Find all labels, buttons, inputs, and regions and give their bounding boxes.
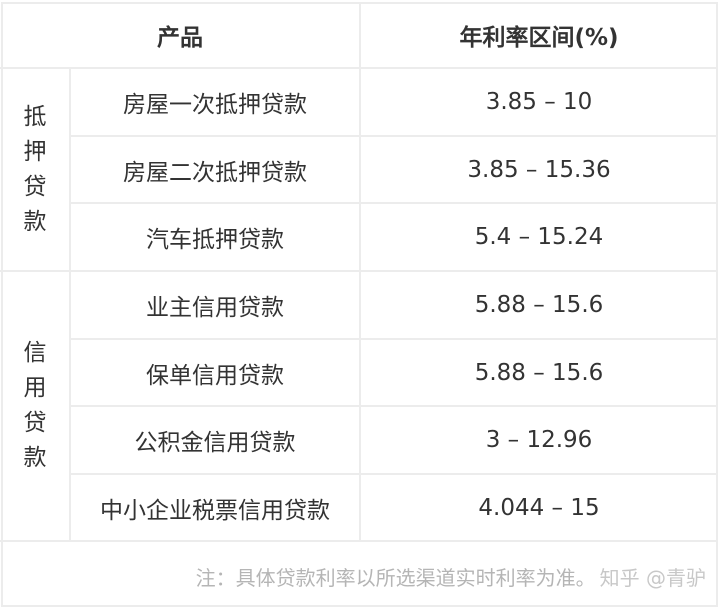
divider (0, 540, 718, 542)
group-char: 用 (23, 375, 47, 401)
divider (0, 67, 718, 69)
product-cell: 业主信用贷款 (146, 295, 284, 321)
group-char: 押 (23, 138, 47, 165)
rate-cell: 4.044 – 15 (478, 494, 600, 521)
rate-cell: 5.88 – 15.6 (474, 359, 604, 386)
header-rate: 年利率区间(%) (459, 25, 619, 51)
header-product: 产品 (157, 25, 203, 51)
group-label-credit: 信 用 贷 款 (0, 271, 70, 541)
divider (69, 68, 71, 542)
group-char: 贷 (23, 410, 47, 436)
divider (70, 405, 718, 407)
note-text: 注：具体贷款利率以所选渠道实时利率为准。 (195, 565, 596, 590)
footnote: 注：具体贷款利率以所选渠道实时利率为准。 知乎 @青驴 (196, 545, 706, 607)
product-cell: 保单信用贷款 (146, 362, 284, 389)
divider (70, 473, 718, 475)
divider (70, 202, 718, 204)
product-cell: 汽车抵押贷款 (146, 227, 284, 253)
product-cell: 中小企业税票信用贷款 (100, 497, 330, 524)
divider (0, 270, 718, 272)
divider (70, 338, 718, 340)
product-cell: 房屋二次抵押贷款 (123, 159, 307, 186)
divider (359, 2, 361, 542)
rate-cell: 3.85 – 10 (485, 89, 593, 115)
rate-cell: 3.85 – 15.36 (467, 156, 611, 183)
product-cell: 房屋一次抵押贷款 (123, 92, 307, 118)
rate-cell: 5.4 – 15.24 (474, 224, 604, 250)
group-char: 款 (23, 208, 47, 235)
product-cell: 公积金信用贷款 (134, 430, 296, 456)
group-char: 贷 (23, 173, 47, 200)
rate-cell: 3 – 12.96 (485, 427, 593, 453)
group-label-mortgage: 抵 押 贷 款 (0, 68, 70, 271)
divider (70, 135, 718, 137)
watermark: 知乎 @青驴 (599, 565, 706, 590)
group-char: 抵 (23, 103, 47, 130)
group-char: 款 (23, 445, 47, 471)
group-char: 信 (23, 340, 47, 366)
rate-cell: 5.88 – 15.6 (474, 292, 604, 318)
